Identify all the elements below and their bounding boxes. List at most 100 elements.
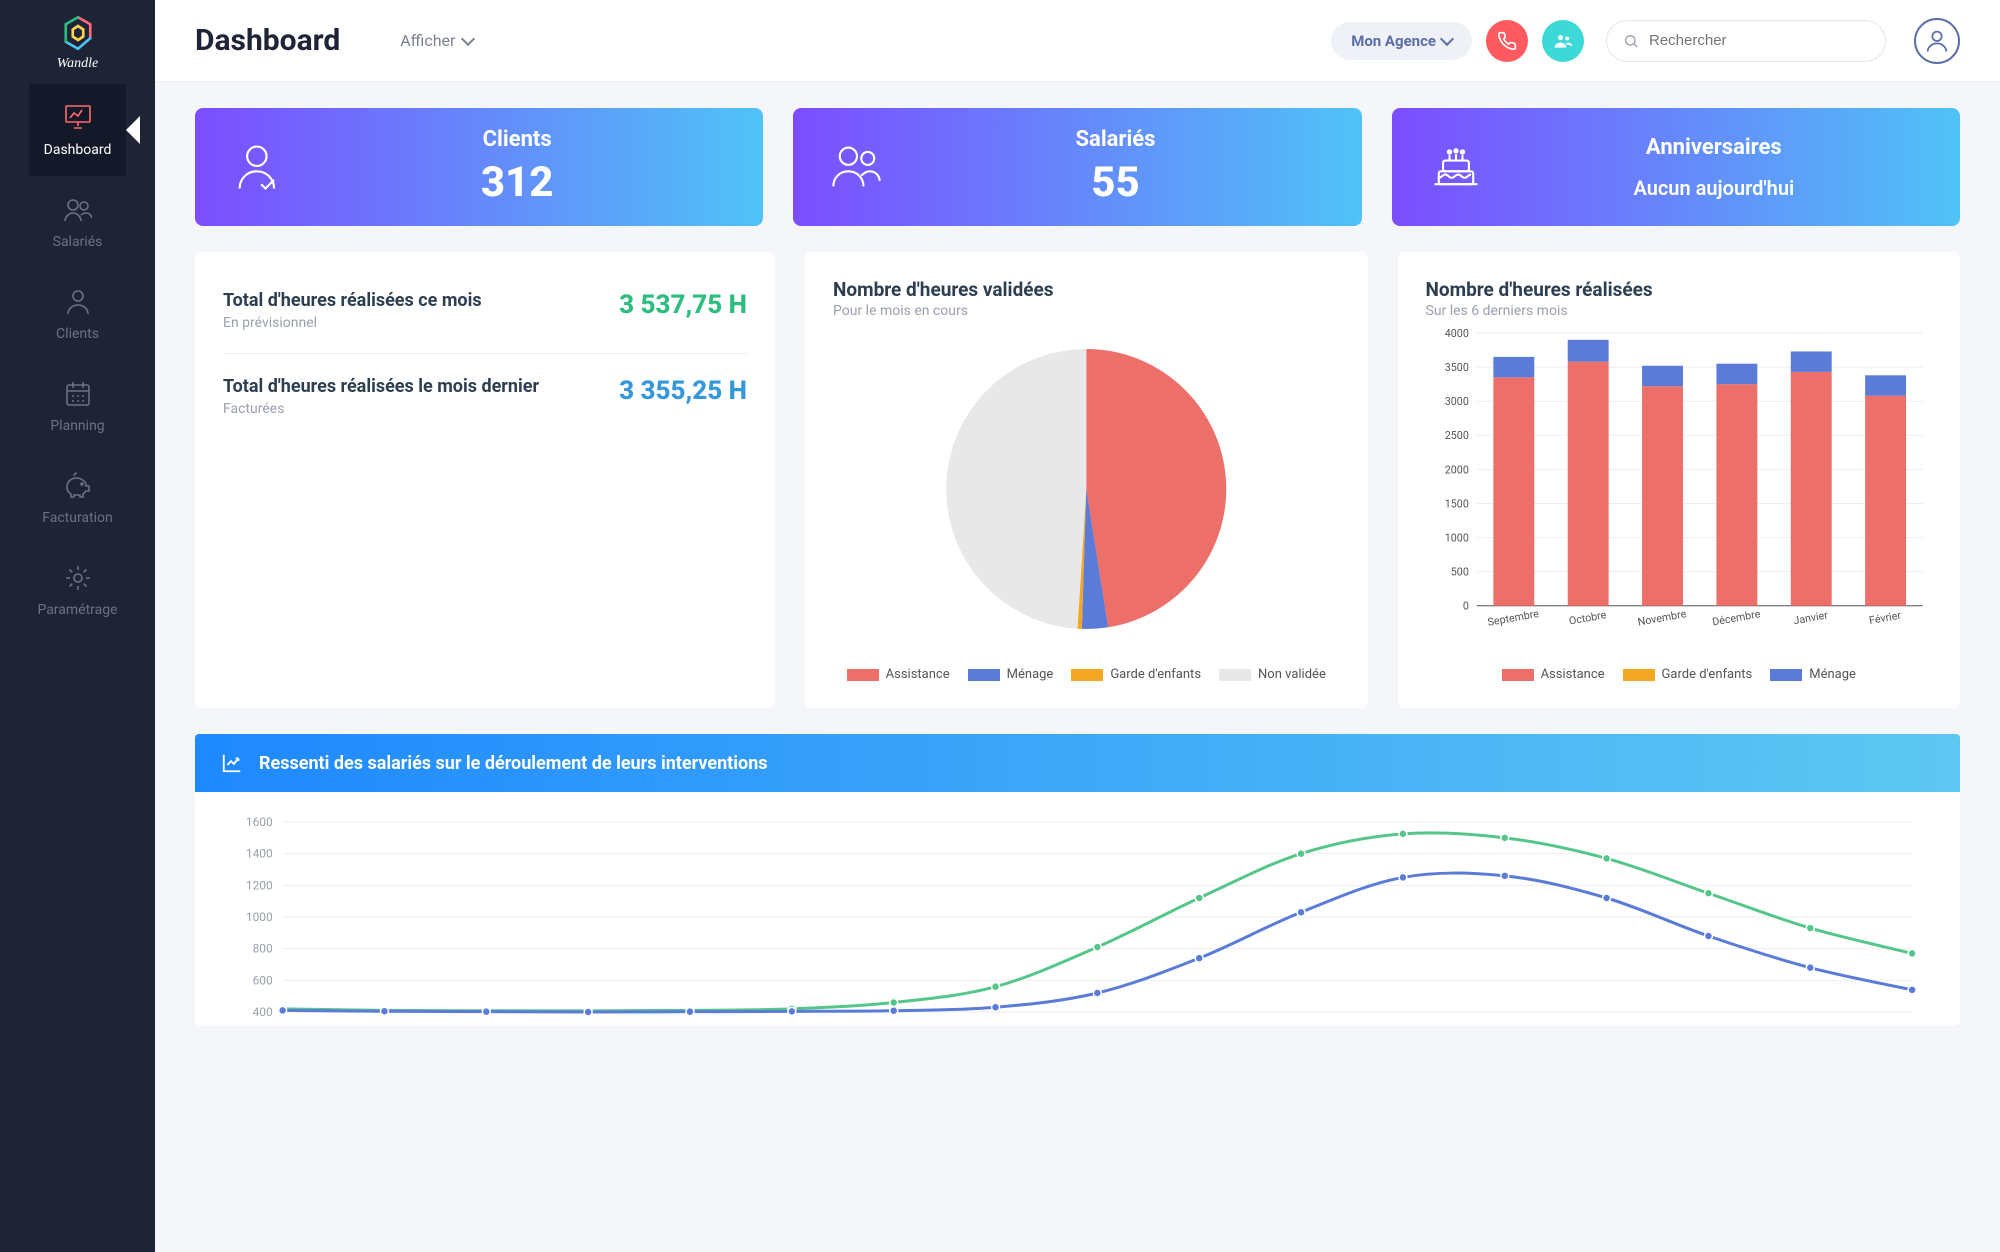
svg-text:1400: 1400 xyxy=(246,847,273,861)
sidebar-item-clients[interactable]: Clients xyxy=(29,268,125,360)
gear-icon xyxy=(62,562,94,594)
svg-text:1500: 1500 xyxy=(1444,497,1468,510)
svg-text:400: 400 xyxy=(253,1005,273,1019)
people-icon xyxy=(1553,31,1573,51)
metric-sub: En prévisionnel xyxy=(223,315,482,331)
svg-text:500: 500 xyxy=(1450,566,1468,579)
svg-text:0: 0 xyxy=(1462,600,1468,613)
person-check-icon xyxy=(231,139,287,195)
metric-title: Total d'heures réalisées ce mois xyxy=(223,290,482,311)
legend-swatch xyxy=(1623,669,1655,681)
people-icon xyxy=(829,139,885,195)
display-label: Afficher xyxy=(400,31,455,50)
legend-label: Assistance xyxy=(886,667,950,682)
svg-text:1000: 1000 xyxy=(1444,531,1468,544)
legend-item: Garde d'enfants xyxy=(1623,667,1753,682)
metric-value: 3 537,75 H xyxy=(619,290,747,320)
chart-line-icon xyxy=(221,752,243,774)
avatar-icon xyxy=(1923,27,1951,55)
line-chart: 4006008001000120014001600 xyxy=(223,812,1932,1022)
logo-icon xyxy=(57,12,99,54)
nav-label: Planning xyxy=(37,418,117,434)
pie-chart-panel: Nombre d'heures validées Pour le mois en… xyxy=(805,252,1368,708)
bar-chart: 05001000150020002500300035004000Septembr… xyxy=(1426,319,1933,649)
pie-legend: Assistance Ménage Garde d'enfants Non valid… xyxy=(833,667,1340,682)
chevron-down-icon xyxy=(461,32,475,46)
search-icon xyxy=(1623,33,1639,49)
legend-label: Assistance xyxy=(1541,667,1605,682)
chart-title: Nombre d'heures validées xyxy=(833,278,1340,301)
agency-dropdown[interactable]: Mon Agence xyxy=(1331,22,1472,60)
legend-item: Ménage xyxy=(1770,667,1856,682)
nav-label: Salariés xyxy=(37,234,117,250)
piggy-icon xyxy=(62,470,94,502)
stat-cards-row: Clients 312 Salariés55 AnniversairesAucun a… xyxy=(195,108,1960,226)
person-icon xyxy=(62,286,94,318)
legend-label: Garde d'enfants xyxy=(1662,667,1753,682)
legend-item: Ménage xyxy=(968,667,1054,682)
svg-text:3500: 3500 xyxy=(1444,361,1468,374)
cake-icon xyxy=(1428,139,1484,195)
presentation-chart-icon xyxy=(62,102,94,134)
legend-label: Ménage xyxy=(1007,667,1054,682)
nav-label: Dashboard xyxy=(37,142,117,158)
chart-sub: Pour le mois en cours xyxy=(833,303,1340,319)
display-dropdown[interactable]: Afficher xyxy=(400,31,473,50)
chart-title: Nombre d'heures réalisées xyxy=(1426,278,1933,301)
brand-name: Wandle xyxy=(57,56,98,72)
people-icon xyxy=(62,194,94,226)
sidebar-item-dashboard[interactable]: Dashboard xyxy=(29,84,125,176)
svg-text:Février: Février xyxy=(1868,609,1902,627)
stat-card-anniversaires[interactable]: AnniversairesAucun aujourd'hui xyxy=(1392,108,1960,226)
sidebar-item-planning[interactable]: Planning xyxy=(29,360,125,452)
nav-label: Clients xyxy=(37,326,117,342)
nav-label: Facturation xyxy=(37,510,117,526)
stat-card-salariés[interactable]: Salariés55 xyxy=(793,108,1361,226)
svg-text:3000: 3000 xyxy=(1444,395,1468,408)
metric-previous: Total d'heures réalisées le mois dernier… xyxy=(223,353,747,429)
metric-value: 3 355,25 H xyxy=(619,376,747,406)
legend-item: Assistance xyxy=(1502,667,1605,682)
svg-text:4000: 4000 xyxy=(1444,327,1468,340)
header: Dashboard Afficher Mon Agence xyxy=(155,0,2000,82)
phone-button[interactable] xyxy=(1486,20,1528,62)
card-value: 55 xyxy=(905,158,1325,207)
search-box[interactable] xyxy=(1606,20,1886,62)
search-input[interactable] xyxy=(1649,32,1869,49)
sidebar: Wandle Dashboard Salariés Clients Planning F… xyxy=(0,0,155,1252)
banner-title: Ressenti des salariés sur le déroulement… xyxy=(259,753,768,774)
metric-current: Total d'heures réalisées ce mois En prév… xyxy=(223,278,747,343)
card-value: 312 xyxy=(307,158,727,207)
pie-chart xyxy=(833,319,1340,649)
sidebar-item-salariés[interactable]: Salariés xyxy=(29,176,125,268)
phone-icon xyxy=(1497,31,1517,51)
chart-sub: Sur les 6 derniers mois xyxy=(1426,303,1933,319)
legend-label: Non validée xyxy=(1258,667,1326,682)
sidebar-item-paramétrage[interactable]: Paramétrage xyxy=(29,544,125,636)
nav-label: Paramétrage xyxy=(37,602,117,618)
calendar-icon xyxy=(62,378,94,410)
sidebar-item-facturation[interactable]: Facturation xyxy=(29,452,125,544)
hours-panel: Total d'heures réalisées ce mois En prév… xyxy=(195,252,775,708)
legend-item: Assistance xyxy=(847,667,950,682)
profile-button[interactable] xyxy=(1914,18,1960,64)
svg-text:Décembre: Décembre xyxy=(1711,607,1761,628)
legend-swatch xyxy=(1071,669,1103,681)
agency-label: Mon Agence xyxy=(1351,32,1436,50)
legend-swatch xyxy=(1219,669,1251,681)
card-title: Clients xyxy=(307,127,727,152)
bar-legend: Assistance Garde d'enfants Ménage xyxy=(1426,667,1933,682)
bar-chart-panel: Nombre d'heures réalisées Sur les 6 dern… xyxy=(1398,252,1961,708)
legend-swatch xyxy=(968,669,1000,681)
metric-sub: Facturées xyxy=(223,401,539,417)
legend-swatch xyxy=(1770,669,1802,681)
svg-text:2000: 2000 xyxy=(1444,463,1468,476)
stat-card-clients[interactable]: Clients 312 xyxy=(195,108,763,226)
legend-swatch xyxy=(847,669,879,681)
team-button[interactable] xyxy=(1542,20,1584,62)
svg-text:Novembre: Novembre xyxy=(1636,607,1687,628)
feedback-banner: Ressenti des salariés sur le déroulement… xyxy=(195,734,1960,792)
feedback-section: Ressenti des salariés sur le déroulement… xyxy=(195,734,1960,1026)
legend-item: Garde d'enfants xyxy=(1071,667,1201,682)
svg-text:1000: 1000 xyxy=(246,910,273,924)
